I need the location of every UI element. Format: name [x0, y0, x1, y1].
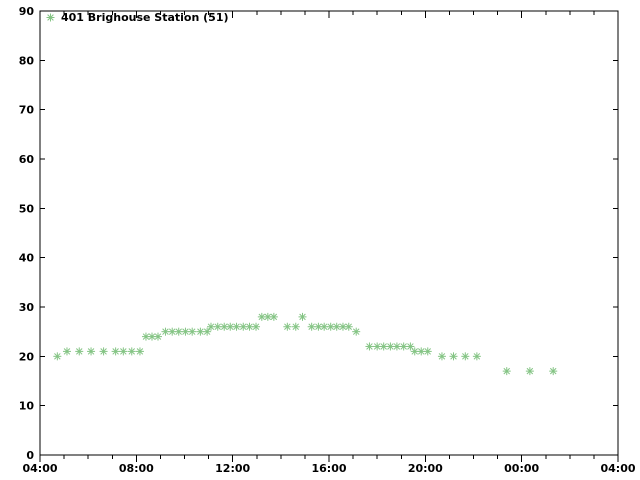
x-tick-label: 08:00 [119, 462, 154, 475]
data-point-marker [307, 322, 316, 331]
data-point-marker [379, 342, 388, 351]
data-point-marker [423, 347, 432, 356]
y-tick-label: 50 [19, 202, 35, 215]
y-tick-label: 80 [19, 54, 35, 67]
data-point-marker [174, 327, 183, 336]
data-point-marker [283, 322, 292, 331]
data-point-marker [338, 322, 347, 331]
data-point-marker [449, 352, 458, 361]
data-point-marker [373, 342, 382, 351]
asterisk-marker-icon [46, 13, 55, 22]
data-point-marker [135, 347, 144, 356]
data-point-marker [188, 327, 197, 336]
data-point-marker [332, 322, 341, 331]
y-tick-label: 0 [26, 449, 34, 462]
y-tick-label: 90 [19, 5, 35, 18]
data-point-marker [168, 327, 177, 336]
data-point-marker [410, 347, 419, 356]
data-point-marker [437, 352, 446, 361]
y-tick-label: 20 [19, 350, 35, 363]
asterisk-glyph [46, 13, 55, 22]
data-point-marker [549, 367, 558, 376]
data-point-marker [263, 312, 272, 321]
data-point-marker [161, 327, 170, 336]
data-point-marker [196, 327, 205, 336]
x-tick-label: 20:00 [408, 462, 443, 475]
data-point-marker [392, 342, 401, 351]
data-point-marker [75, 347, 84, 356]
y-tick-label: 70 [19, 104, 35, 117]
data-point-marker [232, 322, 241, 331]
y-tick-label: 60 [19, 153, 35, 166]
data-point-marker [119, 347, 128, 356]
x-tick-label: 12:00 [215, 462, 250, 475]
legend: 401 Brighouse Station (51) [44, 10, 229, 25]
data-point-marker [154, 332, 163, 341]
data-point-marker [399, 342, 408, 351]
data-point-marker [252, 322, 261, 331]
data-point-marker [62, 347, 71, 356]
legend-label: 401 Brighouse Station (51) [61, 11, 229, 24]
data-point-marker [525, 367, 534, 376]
y-tick-label: 40 [19, 252, 35, 265]
y-tick-label: 10 [19, 400, 35, 413]
data-point-marker [291, 322, 300, 331]
data-point-marker [502, 367, 511, 376]
data-point-marker [352, 327, 361, 336]
data-point-marker [206, 322, 215, 331]
data-point-marker [53, 352, 62, 361]
data-point-marker [298, 312, 307, 321]
data-point-marker [365, 342, 374, 351]
data-point-marker [461, 352, 470, 361]
data-point-marker [141, 332, 150, 341]
x-tick-label: 00:00 [504, 462, 539, 475]
plot-border [39, 10, 619, 456]
data-point-marker [127, 347, 136, 356]
data-point-marker [220, 322, 229, 331]
data-point-marker [203, 327, 212, 336]
x-tick-label: 04:00 [22, 462, 57, 475]
y-tick-label: 30 [19, 301, 35, 314]
data-point-marker [111, 347, 120, 356]
data-point-marker [269, 312, 278, 321]
x-tick-label: 16:00 [311, 462, 346, 475]
x-tick-label: 04:00 [600, 462, 635, 475]
data-point-marker [87, 347, 96, 356]
data-point-marker [472, 352, 481, 361]
data-point-marker [344, 322, 353, 331]
data-point-marker [226, 322, 235, 331]
data-point-marker [99, 347, 108, 356]
data-point-marker [181, 327, 190, 336]
